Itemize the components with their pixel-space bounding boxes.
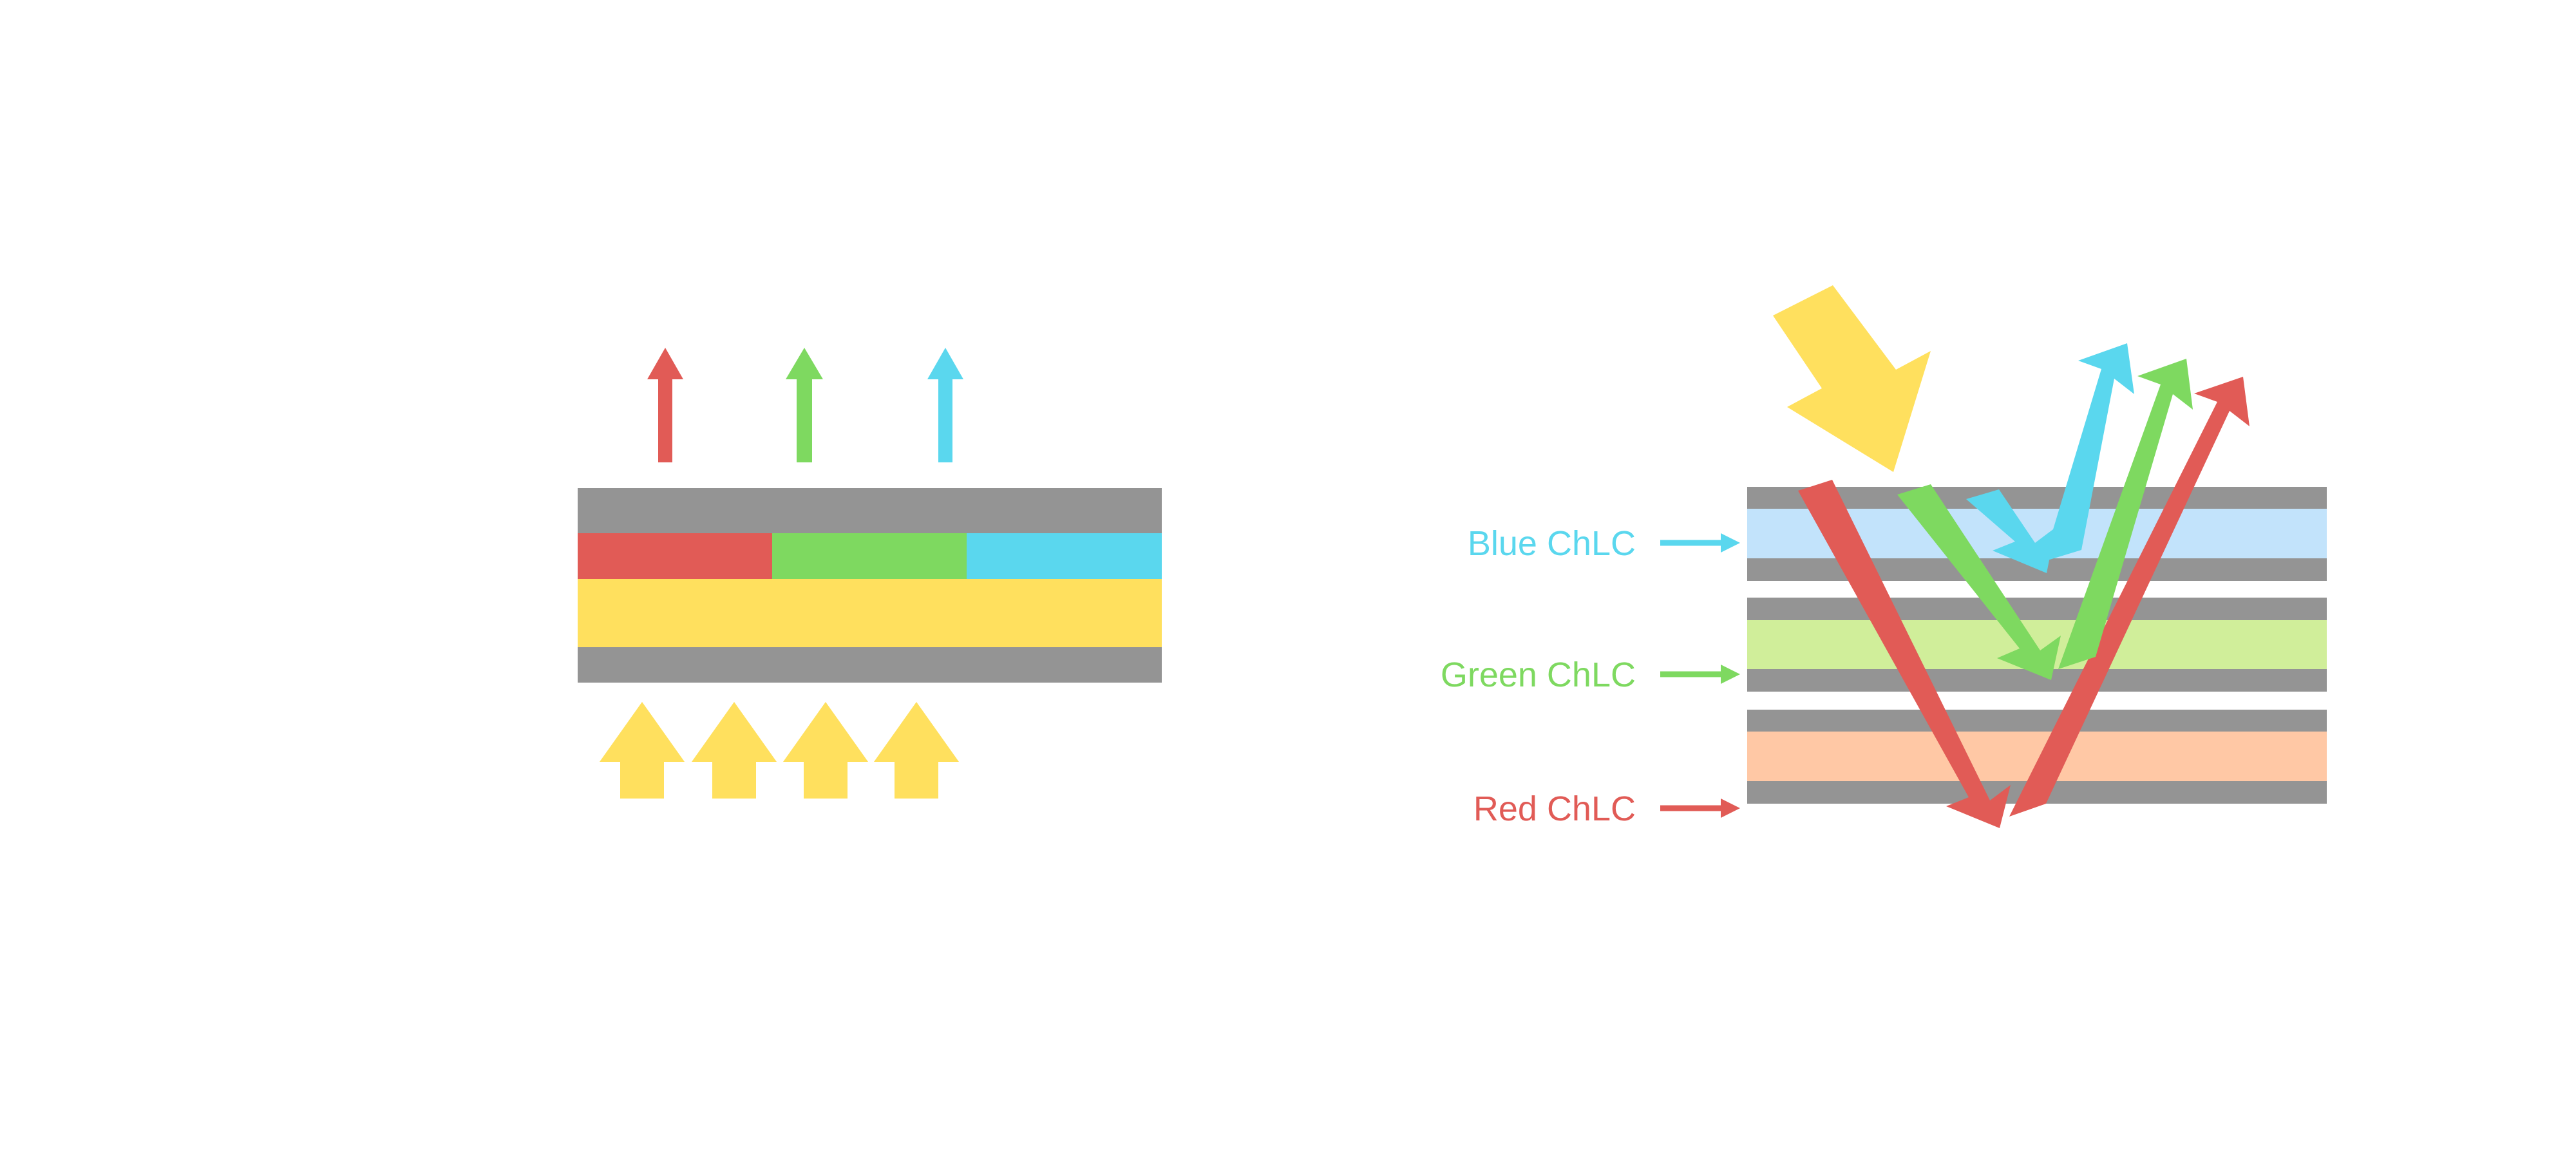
- red-chlc-label: Red ChLC: [1473, 790, 1636, 828]
- red-reflected-ray: [1798, 377, 2249, 828]
- red-filter-segment: [578, 533, 772, 579]
- green-reflected-ray: [1897, 359, 2193, 680]
- backlight-arrow-3: [783, 702, 868, 799]
- red-emitted-arrow: [647, 348, 683, 462]
- green-filter-segment: [772, 533, 967, 579]
- left-top-gray-electrode: [578, 488, 1162, 533]
- yellow-backlight-layer: [578, 579, 1162, 647]
- green-chlc-label: Green ChLC: [1441, 656, 1636, 694]
- cyan-filter-segment: [967, 533, 1162, 579]
- reflective-chlc-stack-panel: Blue ChLC Green ChLC Red ChLC: [1441, 285, 2327, 828]
- red-cell-top-electrode: [1747, 710, 2327, 732]
- green-label-arrow-icon: [1660, 665, 1740, 684]
- green-cell-top-electrode: [1747, 598, 2327, 620]
- backlight-arrow-4: [874, 702, 959, 799]
- cyan-emitted-arrow: [927, 348, 963, 462]
- blue-label-arrow-icon: [1660, 533, 1740, 553]
- left-bottom-gray-electrode: [578, 647, 1162, 683]
- blue-reflected-ray: [1966, 343, 2134, 573]
- transmissive-stack-panel: [578, 348, 1162, 799]
- backlight-arrow-1: [600, 702, 685, 799]
- red-label-arrow-icon: [1660, 799, 1740, 818]
- incident-white-light-arrow: [1773, 285, 1931, 472]
- backlight-arrow-2: [692, 702, 777, 799]
- blue-chlc-label: Blue ChLC: [1468, 524, 1636, 563]
- green-emitted-arrow: [786, 348, 823, 462]
